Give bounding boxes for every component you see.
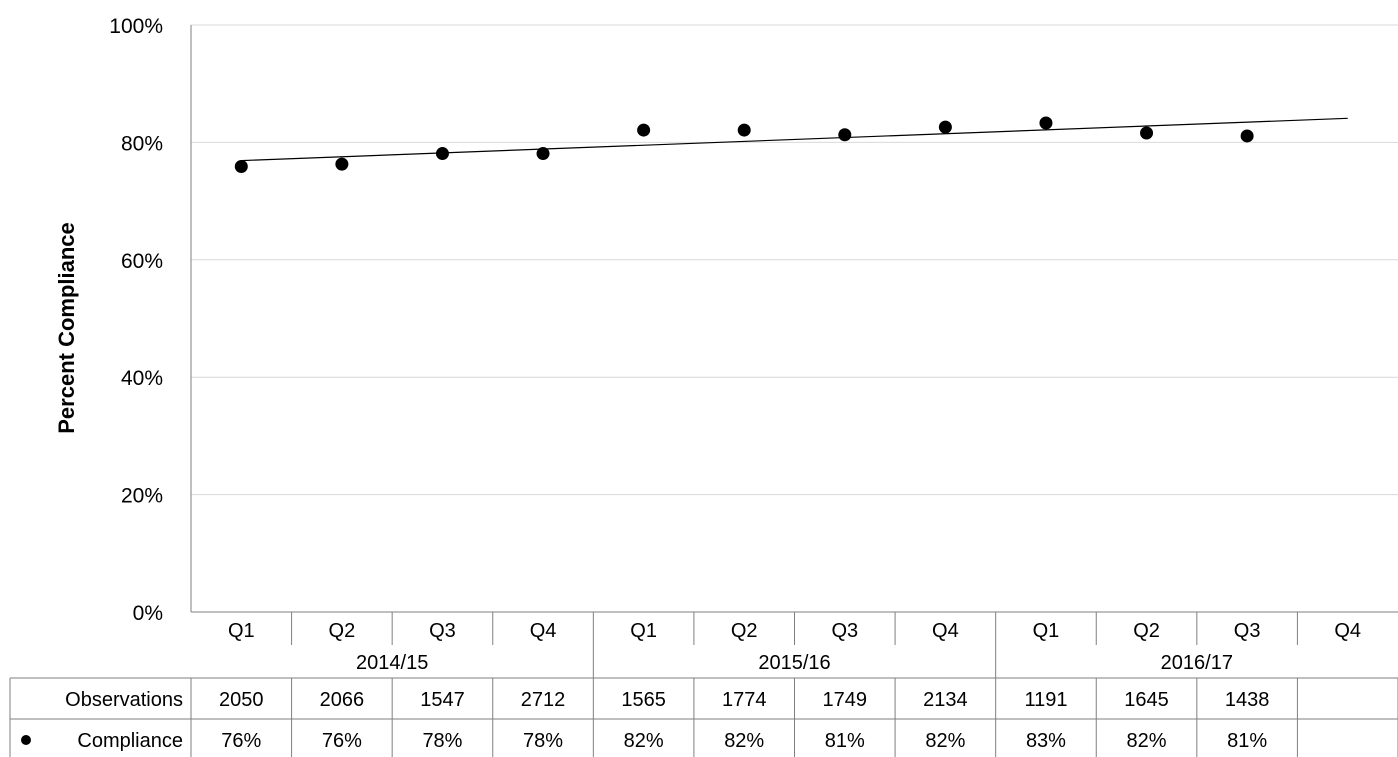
table-cell: 1774 bbox=[722, 689, 767, 711]
x-group-label: 2016/17 bbox=[1161, 652, 1233, 674]
table-cell: 78% bbox=[422, 730, 462, 752]
y-axis-label: Percent Compliance bbox=[54, 222, 79, 434]
table-cell: 82% bbox=[925, 730, 965, 752]
data-table: Observations 2050 2066 1547 2712 1565 1774 1749… bbox=[9, 677, 1398, 757]
data-point bbox=[637, 123, 651, 137]
table-cell: 81% bbox=[1227, 730, 1267, 752]
y-tick-label: 100% bbox=[109, 15, 163, 38]
x-tick-label: Q3 bbox=[1234, 620, 1261, 642]
trendline-line bbox=[241, 117, 1348, 162]
table-cell: 83% bbox=[1026, 730, 1066, 752]
table-row-label: Compliance bbox=[77, 730, 183, 752]
table-cell: 82% bbox=[624, 730, 664, 752]
y-tick-label: 40% bbox=[121, 367, 163, 390]
x-group-label: 2015/16 bbox=[758, 652, 830, 674]
table-cell: 1191 bbox=[1024, 689, 1067, 711]
x-axis-groups: 2014/15 2015/16 2016/17 bbox=[356, 652, 1233, 674]
data-point bbox=[1039, 116, 1053, 130]
table-row-label: Observations bbox=[65, 689, 183, 711]
x-tick-label: Q1 bbox=[1033, 620, 1060, 642]
x-tick-label: Q4 bbox=[1334, 620, 1361, 642]
table-cell: 2066 bbox=[320, 689, 365, 711]
x-tick-label: Q2 bbox=[731, 620, 758, 642]
data-point bbox=[234, 159, 248, 173]
x-tick-label: Q1 bbox=[228, 620, 255, 642]
table-cell: 2712 bbox=[521, 689, 566, 711]
table-cell: 78% bbox=[523, 730, 563, 752]
table-cell: 82% bbox=[724, 730, 764, 752]
data-point bbox=[737, 123, 751, 137]
x-tick-label: Q3 bbox=[429, 620, 456, 642]
data-point bbox=[1240, 129, 1254, 143]
table-cell: 1547 bbox=[420, 689, 465, 711]
x-tick-label: Q4 bbox=[530, 620, 557, 642]
table-cell: 76% bbox=[322, 730, 362, 752]
table-cell: 76% bbox=[221, 730, 261, 752]
x-tick-label: Q2 bbox=[329, 620, 356, 642]
data-point bbox=[838, 128, 852, 142]
trendline bbox=[241, 117, 1348, 162]
table-cell: 2050 bbox=[219, 689, 264, 711]
x-tick-label: Q3 bbox=[831, 620, 858, 642]
x-tick-label: Q2 bbox=[1133, 620, 1160, 642]
y-tick-label: 20% bbox=[121, 485, 163, 508]
grid bbox=[191, 24, 1398, 496]
data-point bbox=[435, 147, 449, 161]
x-group-label: 2014/15 bbox=[356, 652, 428, 674]
data-point bbox=[938, 120, 952, 134]
table-cell: 2134 bbox=[923, 689, 968, 711]
table-cell: 1645 bbox=[1124, 689, 1169, 711]
table-cell: 1749 bbox=[823, 689, 868, 711]
x-tick-label: Q1 bbox=[630, 620, 657, 642]
table-cell: 81% bbox=[825, 730, 865, 752]
table-cell: 1565 bbox=[621, 689, 666, 711]
table-cell: 1438 bbox=[1225, 689, 1270, 711]
data-point bbox=[536, 147, 550, 161]
data-point bbox=[1140, 126, 1154, 140]
table-cell: 82% bbox=[1127, 730, 1167, 752]
x-axis-categories: Q1 Q2 Q3 Q4 Q1 Q2 Q3 Q4 Q1 Q2 Q3 Q4 bbox=[228, 612, 1361, 678]
y-tick-label: 60% bbox=[121, 250, 163, 273]
data-point bbox=[335, 157, 349, 171]
data-points bbox=[234, 116, 1254, 173]
y-tick-label: 80% bbox=[121, 132, 163, 155]
x-tick-label: Q4 bbox=[932, 620, 959, 642]
axes bbox=[190, 25, 1398, 613]
y-axis-ticks: 0% 20% 40% 60% 80% 100% bbox=[109, 15, 163, 625]
legend-marker bbox=[21, 735, 31, 745]
y-tick-label: 0% bbox=[133, 602, 163, 625]
